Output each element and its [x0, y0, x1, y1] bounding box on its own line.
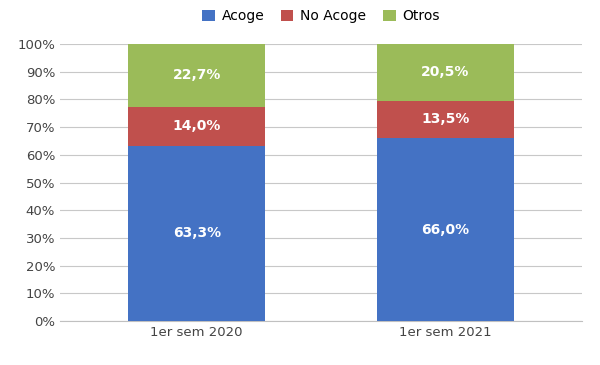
Text: 22,7%: 22,7% [173, 68, 221, 82]
Text: 20,5%: 20,5% [421, 65, 469, 79]
Text: 13,5%: 13,5% [421, 112, 469, 126]
Text: 66,0%: 66,0% [421, 223, 469, 237]
Bar [128, 107, 265, 146]
Bar [377, 101, 514, 138]
Legend: Acoge, No Acoge, Otros: Acoge, No Acoge, Otros [196, 4, 446, 29]
Bar [128, 146, 265, 321]
Bar [377, 44, 514, 101]
Text: 63,3%: 63,3% [173, 226, 221, 241]
Text: 14,0%: 14,0% [173, 119, 221, 133]
Bar [377, 138, 514, 321]
Bar [128, 44, 265, 107]
